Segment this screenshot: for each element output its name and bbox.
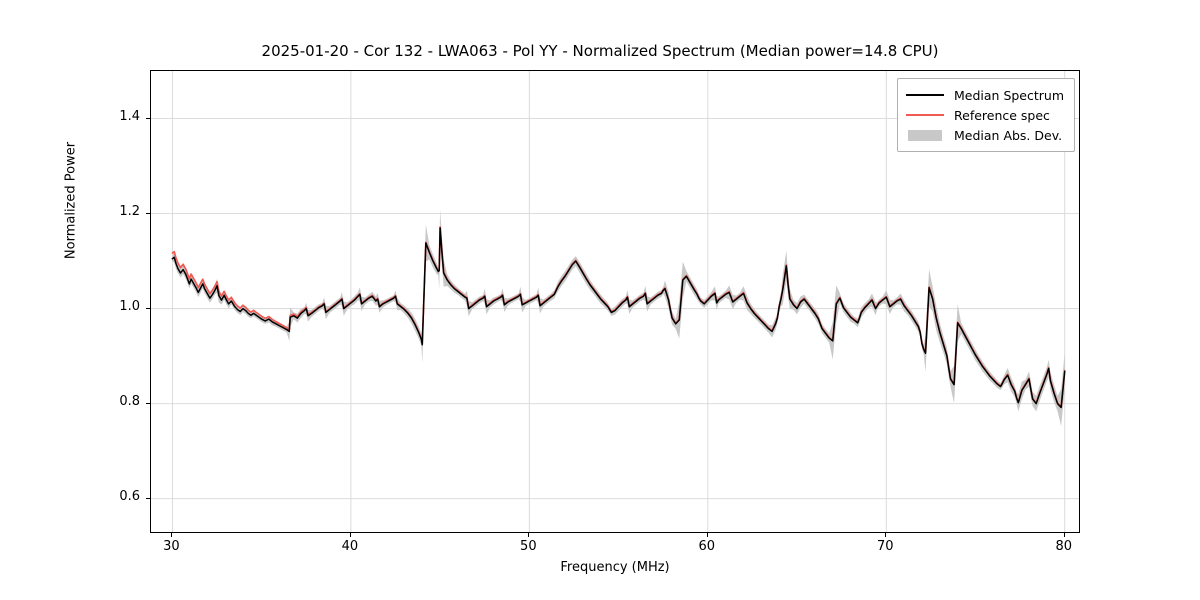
y-tick-label: 1.0 [119,298,140,314]
x-tick-label: 70 [876,539,894,554]
spectrum-plot-svg [151,71,1079,532]
x-axis-label: Frequency (MHz) [560,560,670,575]
x-tick-mark [885,533,887,537]
median-abs-dev-band [172,209,1065,427]
y-tick-mark [146,117,150,119]
legend-swatch-patch-icon [906,128,944,142]
x-tick-label: 80 [1055,539,1072,554]
y-tick-mark [146,497,150,499]
legend-label: Median Spectrum [954,87,1065,103]
x-tick-label: 60 [698,539,716,554]
x-tick-label: 30 [163,539,180,554]
y-tick-mark [146,212,150,214]
legend-label: Reference spec [954,107,1050,123]
median-spectrum-line [171,227,1066,409]
legend-swatch-line-icon [906,88,944,102]
legend-label: Median Abs. Dev. [954,127,1063,143]
y-tick-label: 1.4 [119,108,140,124]
x-tick-mark [528,533,530,537]
page-title: 2025-01-20 - Cor 132 - LWA063 - Pol YY -… [261,42,939,60]
y-tick-mark [146,307,150,309]
legend-swatch-line-icon [906,108,944,122]
y-axis-label: Normalized Power [63,141,79,260]
y-tick-mark [146,402,150,404]
x-tick-mark [349,533,351,537]
y-tick-label: 1.2 [119,203,140,219]
reference-spec-line [171,226,1066,408]
legend: Median Spectrum Reference spec Median Ab… [897,78,1075,152]
legend-item-median-abs-dev: Median Abs. Dev. [906,125,1066,145]
legend-item-median-spectrum: Median Spectrum [906,85,1066,105]
x-tick-mark [171,533,173,537]
x-tick-mark [1063,533,1065,537]
x-tick-label: 50 [520,539,537,554]
x-tick-label: 40 [341,539,359,554]
y-tick-label: 0.6 [119,488,140,504]
y-tick-label: 0.8 [119,393,140,409]
x-tick-mark [706,533,708,537]
legend-item-reference-spec: Reference spec [906,105,1066,125]
